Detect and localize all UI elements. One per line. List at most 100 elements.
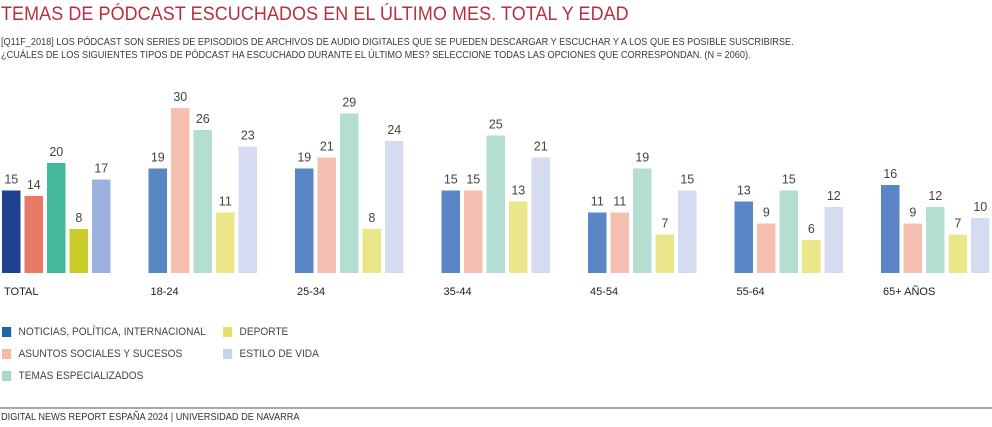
bar [531,157,550,273]
source-footer: DIGITAL NEWS REPORT ESPAÑA 2024 | UNIVER… [1,412,300,423]
bar-value-label: 15 [680,173,694,187]
bar-value-label: 9 [909,206,916,220]
bar-value-label: 17 [94,162,108,176]
bar [464,190,483,273]
category-label: TOTAL [4,286,38,298]
bar-value-label: 8 [75,211,82,225]
legend-item-temas-especializados: TEMAS ESPECIALIZADOS [2,370,143,382]
bar [216,212,235,273]
bar-group-45-54: 11 11 19 7 15 45-54 [588,151,697,298]
category-label: 55-64 [737,286,765,298]
bar-value-label: 7 [661,217,668,231]
bar [317,157,336,273]
bar [678,190,697,273]
bar [802,240,821,273]
bar-value-label: 21 [320,140,334,154]
bar [948,234,967,273]
legend-label: ASUNTOS SOCIALES Y SUCESOS [18,348,183,360]
bar-value-label: 11 [219,195,232,209]
bar [441,190,460,273]
bar-value-label: 11 [613,195,626,209]
legend-swatch [2,327,12,337]
legend-item-estilo-de-vida: ESTILO DE VIDA [223,348,319,360]
bar-value-label: 8 [368,211,375,225]
bar-group-25-34: 19 21 29 8 24 25-34 [295,96,404,298]
bar [148,168,167,273]
bar [926,207,945,273]
bar-value-label: 9 [763,206,770,220]
bar [47,163,66,273]
bar [385,141,404,273]
bar [757,223,776,273]
bar [610,212,629,273]
bar-value-label: 16 [883,167,897,181]
bar-value-label: 21 [534,140,548,154]
bar [824,207,843,273]
bar-value-label: 15 [782,173,796,187]
bar-value-label: 13 [511,184,525,198]
legend-label: NOTICIAS, POLÍTICA, INTERNACIONAL [18,326,206,338]
bar-value-label: 24 [387,123,401,137]
bar-value-label: 7 [954,217,961,231]
bar-chart: 15 14 20 8 17 TOTAL 19 30 26 11 23 18-24 19 21 29 8 24 25… [2,90,990,298]
bar [238,146,257,273]
bar-value-label: 11 [591,195,604,209]
bar [171,108,190,273]
legend-item-deporte: DEPORTE [223,326,288,338]
category-label: 45-54 [590,286,618,298]
bar-value-label: 23 [241,129,255,143]
bar-value-label: 19 [297,151,311,165]
bar-value-label: 19 [635,151,649,165]
bar [69,229,88,273]
bar [779,190,798,273]
chart-subtitle: [Q11F_2018] LOS PÓDCAST SON SERIES DE EP… [1,36,794,62]
bar [734,201,753,273]
bar [24,196,43,273]
category-label: 65+ AÑOS [883,285,935,298]
chart-title: TEMAS DE PÓDCAST ESCUCHADOS EN EL ÚLTIMO… [1,3,629,25]
bar-group-55-64: 13 9 15 6 12 55-64 [734,173,843,298]
bar-value-label: 30 [173,90,187,104]
bar [633,168,652,273]
bar [486,135,505,273]
bar [362,229,381,273]
bar-group-65-a-os: 16 9 12 7 10 65+ AÑOS [881,167,990,298]
bar-group-total: 15 14 20 8 17 TOTAL [2,145,111,298]
bar-group-35-44: 15 15 25 13 21 35-44 [441,118,550,298]
bar-value-label: 14 [27,178,41,192]
footer-divider [0,407,992,409]
legend-label: TEMAS ESPECIALIZADOS [18,370,144,382]
bar-value-label: 25 [489,118,503,132]
bar-value-label: 19 [151,151,165,165]
bar-value-label: 6 [808,222,815,236]
bar [193,130,212,273]
bar-value-label: 20 [49,145,63,159]
bar [509,201,528,273]
bar-value-label: 15 [4,173,18,187]
bar-value-label: 29 [342,96,356,110]
bar-value-label: 12 [827,189,841,203]
category-label: 25-34 [297,286,325,298]
bar-value-label: 12 [928,189,942,203]
bar-value-label: 15 [466,173,480,187]
legend-item-asuntos-sociales: ASUNTOS SOCIALES Y SUCESOS [2,348,182,360]
legend-label: ESTILO DE VIDA [239,348,319,360]
bar [2,190,21,273]
bar-value-label: 10 [973,200,987,214]
bar [295,168,314,273]
subtitle-line-2: ¿CUÁLES DE LOS SIGUIENTES TIPOS DE PÓDCA… [1,50,751,61]
bar [92,179,111,273]
bar-value-label: 13 [737,184,751,198]
bar [881,185,900,273]
legend-swatch [223,349,233,359]
bar [655,234,674,273]
subtitle-line-1: [Q11F_2018] LOS PÓDCAST SON SERIES DE EP… [1,37,794,48]
legend-swatch [2,371,12,381]
bar [903,223,922,273]
bar-value-label: 15 [444,173,458,187]
category-label: 18-24 [151,286,179,298]
legend-item-noticias: NOTICIAS, POLÍTICA, INTERNACIONAL [2,326,206,338]
legend-swatch [223,327,233,337]
bar-value-label: 26 [196,112,210,126]
legend-swatch [2,349,12,359]
